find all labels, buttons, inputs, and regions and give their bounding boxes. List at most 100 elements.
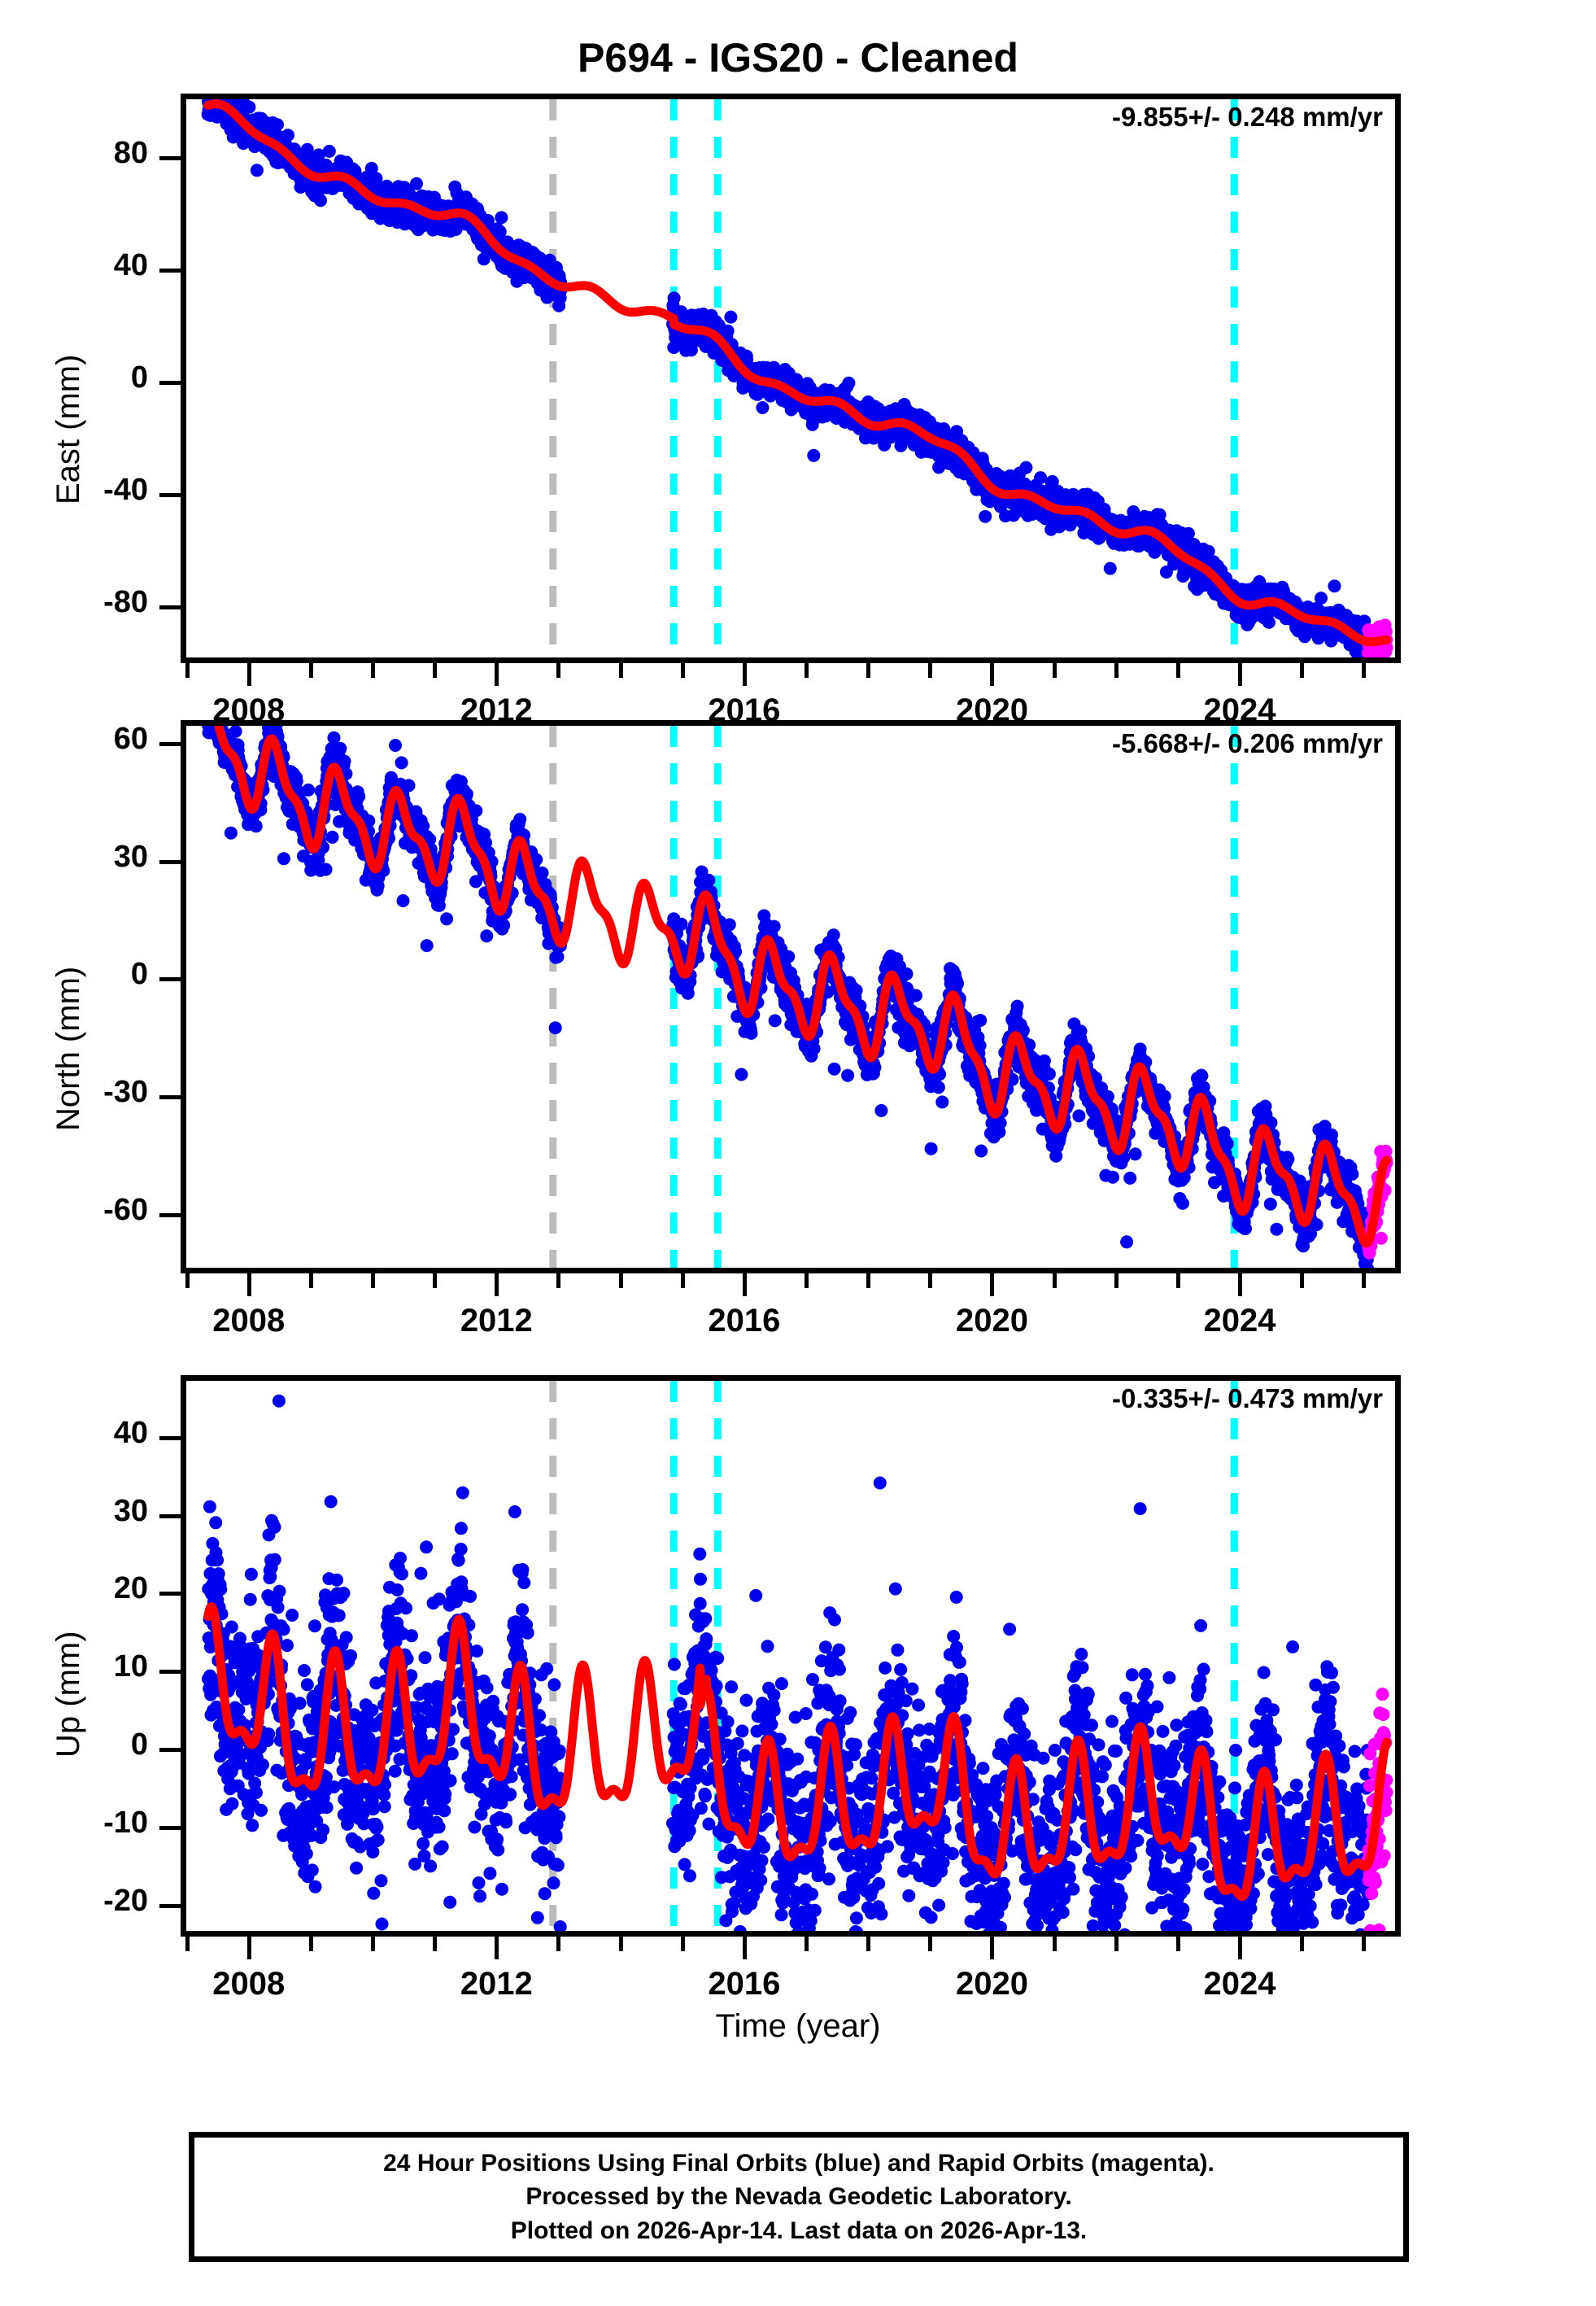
panel-north-rate-label: -5.668+/- 0.206 mm/yr [1112, 728, 1383, 758]
xtick-minor-east-2026 [1362, 663, 1367, 678]
caption-line-1: 24 Hour Positions Using Final Orbits (bl… [383, 2149, 1214, 2177]
caption-line-3: Plotted on 2026-Apr-14. Last data on 202… [510, 2216, 1088, 2244]
xtick-minor-north-2026 [1362, 1273, 1367, 1288]
xtick-minor-north-2022 [1114, 1273, 1119, 1288]
panel-up-rate-label: -0.335+/- 0.473 mm/yr [1112, 1383, 1383, 1413]
xtick-label-east-3: 2020 [955, 692, 1028, 728]
xtick-minor-east-2023 [1175, 663, 1180, 678]
ytick-label-east-4: -80 [103, 585, 148, 620]
xtick-label-east-1: 2012 [460, 692, 533, 728]
xtick-major-east-2024 [1238, 663, 1243, 686]
panel-east-frame [181, 94, 1401, 663]
xtick-major-north-2012 [495, 1273, 499, 1296]
panel-up-plot [202, 1381, 1393, 1931]
xtick-label-up-0: 2008 [212, 1966, 286, 2002]
xtick-minor-east-2015 [680, 663, 685, 678]
xtick-minor-north-2021 [1052, 1273, 1057, 1288]
xtick-major-up-2020 [990, 1937, 995, 1959]
ytick-label-up-2: 20 [113, 1571, 148, 1606]
xtick-major-east-2012 [495, 663, 499, 686]
xtick-label-north-0: 2008 [212, 1303, 286, 1339]
xtick-label-north-1: 2012 [460, 1303, 533, 1339]
model-fit-curve [203, 1602, 1391, 1902]
ytick-mark-north-0 [159, 741, 181, 746]
xtick-minor-up-2021 [1052, 1937, 1057, 1951]
ytick-mark-north-1 [159, 859, 181, 864]
xtick-minor-up-2017 [805, 1937, 809, 1951]
xtick-label-east-0: 2008 [212, 692, 286, 728]
x-axis-title: Time (year) [715, 2008, 881, 2044]
ytick-mark-north-2 [159, 977, 181, 982]
panel-north: -5.668+/- 0.206 mm/yr [181, 720, 1401, 1273]
ytick-label-up-5: -10 [103, 1805, 148, 1840]
ytick-mark-east-0 [159, 156, 181, 161]
xtick-label-north-4: 2024 [1203, 1303, 1276, 1339]
xtick-minor-up-2025 [1300, 1937, 1305, 1951]
xtick-minor-up-2023 [1175, 1937, 1180, 1951]
xtick-label-east-4: 2024 [1203, 692, 1276, 728]
panel-up-ylabel: Up (mm) [50, 1631, 86, 1758]
xtick-major-up-2024 [1238, 1937, 1243, 1959]
xtick-major-up-2008 [246, 1937, 251, 1959]
xtick-minor-east-2019 [928, 663, 933, 678]
ytick-mark-up-5 [159, 1825, 181, 1830]
xtick-major-up-2016 [742, 1937, 747, 1959]
panel-up: -0.335+/- 0.473 mm/yr [181, 1375, 1401, 1937]
ytick-mark-east-3 [159, 493, 181, 498]
ytick-label-up-0: 40 [113, 1415, 148, 1450]
data-points-final-orbit [202, 726, 1375, 1268]
panel-east-rate-label: -9.855+/- 0.248 mm/yr [1112, 102, 1383, 132]
ytick-label-east-2: 0 [130, 360, 148, 395]
xtick-label-north-3: 2020 [955, 1303, 1028, 1339]
xtick-minor-east-2011 [433, 663, 438, 678]
xtick-minor-east-2018 [866, 663, 871, 678]
xtick-minor-up-2011 [433, 1937, 438, 1951]
xtick-minor-north-2010 [371, 1273, 376, 1288]
panel-east-plot [201, 99, 1393, 657]
ytick-label-up-3: 10 [113, 1649, 148, 1684]
ytick-mark-east-1 [159, 269, 181, 273]
xtick-minor-up-2007 [185, 1937, 190, 1951]
ytick-label-east-3: -40 [103, 473, 148, 508]
xtick-minor-north-2025 [1300, 1273, 1305, 1288]
xtick-minor-north-2007 [185, 1273, 190, 1288]
xtick-minor-north-2009 [308, 1273, 313, 1288]
xtick-minor-north-2018 [866, 1273, 871, 1288]
ytick-mark-up-6 [159, 1903, 181, 1908]
ytick-mark-up-4 [159, 1748, 181, 1752]
ytick-mark-east-2 [159, 381, 181, 386]
data-points-final-orbit [201, 99, 1375, 657]
xtick-minor-east-2014 [618, 663, 623, 678]
xtick-major-north-2008 [246, 1273, 251, 1296]
xtick-major-up-2012 [495, 1937, 499, 1959]
xtick-minor-east-2007 [185, 663, 190, 678]
xtick-label-up-1: 2012 [460, 1966, 533, 2002]
xtick-minor-up-2014 [618, 1937, 623, 1951]
model-fit-curve [203, 99, 1391, 647]
xtick-major-north-2020 [990, 1273, 995, 1296]
xtick-label-north-2: 2016 [708, 1303, 781, 1339]
ytick-mark-north-3 [159, 1094, 181, 1099]
xtick-minor-east-2017 [805, 663, 809, 678]
ytick-label-up-1: 30 [113, 1493, 148, 1528]
ytick-label-east-1: 40 [113, 248, 148, 283]
figure-title: P694 - IGS20 - Cleaned [578, 35, 1018, 81]
xtick-minor-east-2009 [308, 663, 313, 678]
ytick-label-up-4: 0 [130, 1727, 148, 1762]
xtick-minor-up-2013 [556, 1937, 561, 1951]
model-fit-curve [214, 726, 1391, 1248]
xtick-minor-east-2013 [556, 663, 561, 678]
xtick-minor-up-2019 [928, 1937, 933, 1951]
ytick-label-north-2: 0 [130, 957, 148, 992]
ytick-mark-up-1 [159, 1513, 181, 1518]
panel-east: -9.855+/- 0.248 mm/yr [181, 94, 1401, 663]
ytick-label-north-0: 60 [113, 721, 148, 756]
xtick-minor-up-2022 [1114, 1937, 1119, 1951]
xtick-minor-north-2015 [680, 1273, 685, 1288]
xtick-major-north-2016 [742, 1273, 747, 1296]
ytick-mark-up-3 [159, 1670, 181, 1675]
xtick-major-east-2008 [246, 663, 251, 686]
xtick-minor-north-2017 [805, 1273, 809, 1288]
ytick-label-north-1: 30 [113, 839, 148, 874]
